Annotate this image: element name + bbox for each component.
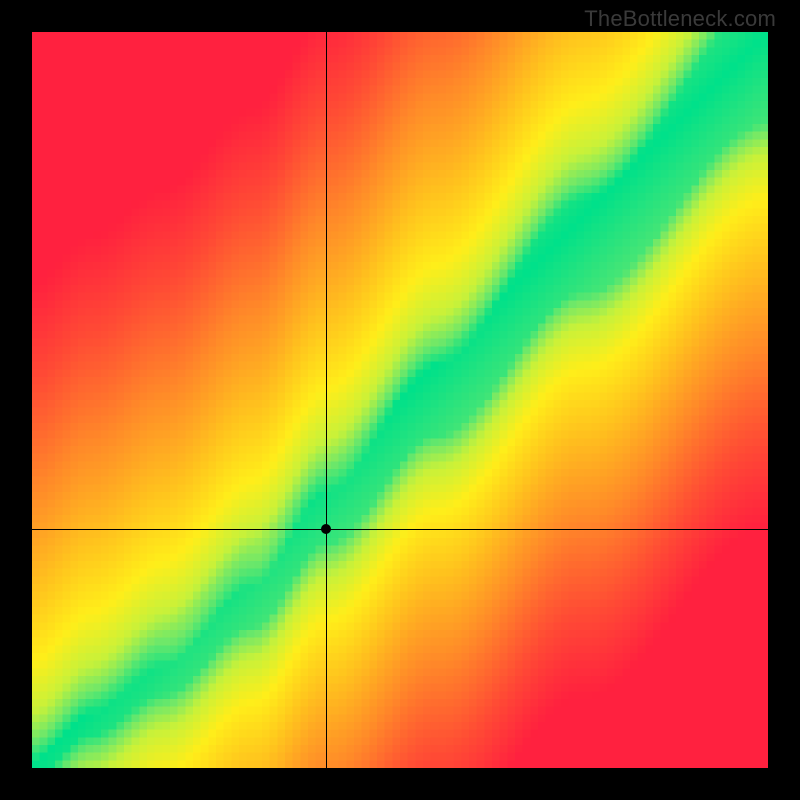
crosshair-vertical: [326, 32, 327, 768]
heatmap-canvas: [32, 32, 768, 768]
watermark-text: TheBottleneck.com: [584, 6, 776, 32]
crosshair-horizontal: [32, 529, 768, 530]
marker-dot: [321, 524, 331, 534]
heatmap-plot: [32, 32, 768, 768]
